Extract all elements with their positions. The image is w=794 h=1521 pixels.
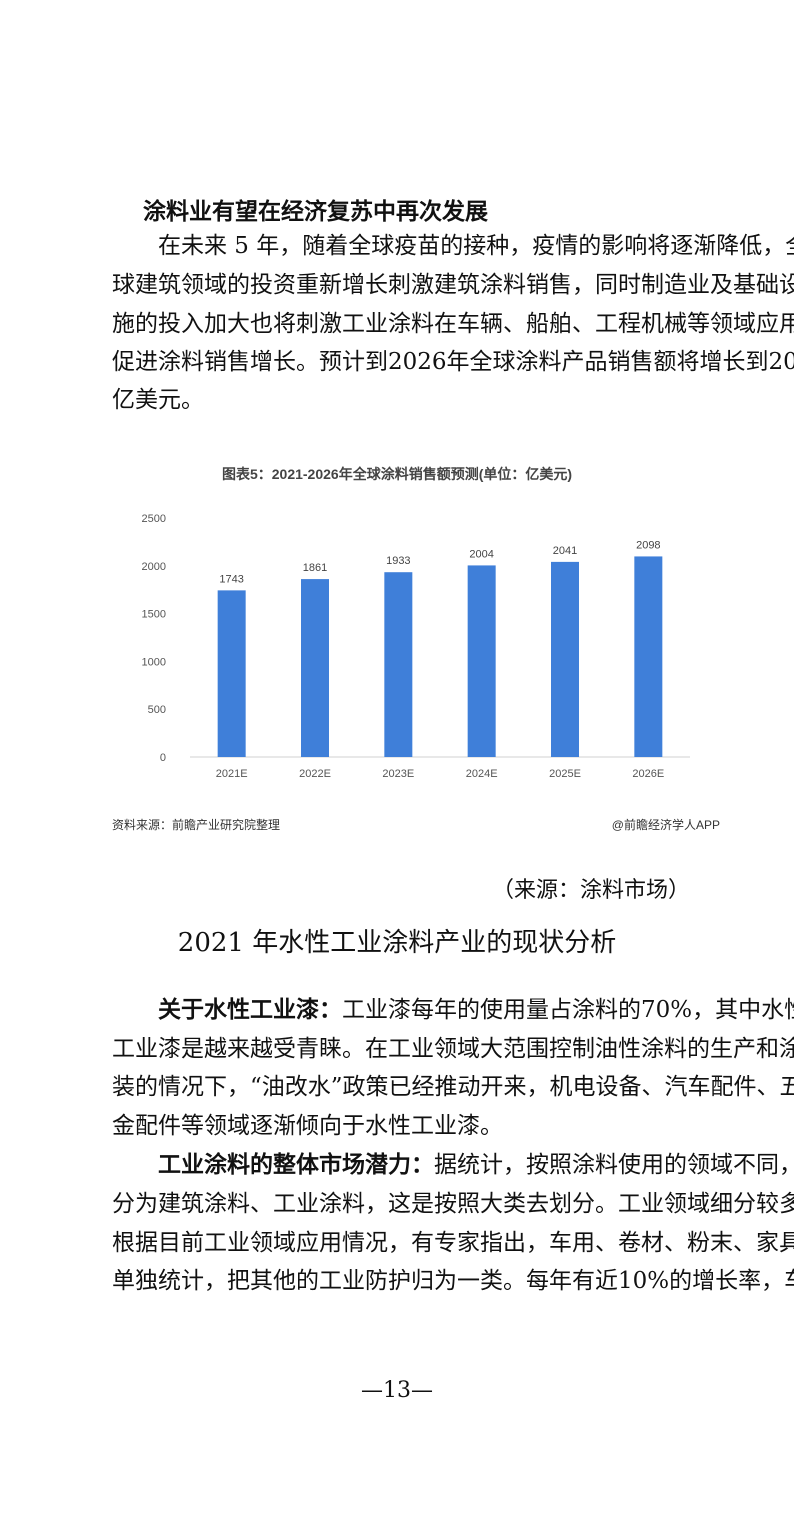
y-tick-label: 2500 [142,513,166,525]
paragraph-line: 关于水性工业漆：工业漆每年的使用量占涂料的70%，其中水性 [112,995,794,1025]
section-title: 2021 年水性工业涂料产业的现状分析 [177,928,617,958]
data-label: 1933 [386,555,410,567]
paragraph-line: 球建筑领域的投资重新增长刺激建筑涂料销售，同时制造业及基础设 [112,272,794,298]
bar [467,565,496,757]
x-tick-label: 2024E [466,768,498,780]
paragraph-line: 施的投入加大也将刺激工业涂料在车辆、船舶、工程机械等领域应用， [112,311,794,337]
x-tick-label: 2021E [216,768,248,780]
x-tick-label: 2025E [549,768,581,780]
paragraph-line: 金配件等领域逐渐倾向于水性工业漆。 [112,1113,503,1139]
paragraph-line: 单独统计，把其他的工业防护归为一类。每年有近10%的增长率，车 [112,1268,794,1294]
paragraph-line: 促进涂料销售增长。预计到2026年全球涂料产品销售额将增长到2098 [112,349,794,375]
page-number: —13— [361,1378,433,1403]
bar [634,556,663,757]
chart-source: 资料来源：前瞻产业研究院整理 [112,818,281,832]
data-label: 1861 [303,562,327,574]
paragraph-line: 在未来 5 年，随着全球疫苗的接种，疫情的影响将逐渐降低，全 [112,233,794,259]
y-tick-label: 0 [160,752,166,764]
bar [301,579,329,757]
paragraph-lead: 关于水性工业漆： [112,997,342,1023]
paragraph-text: 据统计，按照涂料使用的领域不同， [434,1152,794,1178]
section-heading: 涂料业有望在经济复苏中再次发展 [143,199,488,225]
paragraph-line: 工业涂料的整体市场潜力：据统计，按照涂料使用的领域不同， [112,1150,794,1180]
bar [551,561,579,757]
source-note: （来源：涂料市场） [491,878,690,903]
y-tick-label: 1500 [142,609,166,621]
paragraph-text: 工业漆每年的使用量占涂料的70%，其中水性 [342,997,794,1023]
y-tick-label: 1000 [142,656,166,668]
paragraph-line: 根据目前工业领域应用情况，有专家指出，车用、卷材、粉末、家具 [112,1230,794,1256]
bar [384,572,413,757]
data-label: 2041 [553,545,577,557]
x-tick-label: 2026E [632,768,664,780]
paragraph-line: 亿美元。 [112,387,204,413]
y-tick-label: 500 [148,704,166,716]
chart-title: 图表5：2021-2026年全球涂料销售额预测(单位：亿美元) [221,466,573,482]
paragraph-lead: 工业涂料的整体市场潜力： [112,1152,434,1178]
bar-chart: 0 500 1000 1500 2000 2500 1743 2021E 1861 2022E 19… [142,513,690,780]
paragraph-line: 工业漆是越来越受青睐。在工业领域大范围控制油性涂料的生产和涂 [112,1036,794,1062]
data-label: 1743 [219,573,243,585]
data-label: 2098 [636,539,660,551]
chart-credit: @前瞻经济学人APP [611,818,720,832]
y-tick-label: 2000 [142,561,166,573]
data-label: 2004 [469,548,493,560]
paragraph-line: 装的情况下，“油改水”政策已经推动开来，机电设备、汽车配件、五 [112,1074,794,1100]
x-tick-label: 2023E [382,768,414,780]
bar [217,590,246,757]
x-tick-label: 2022E [299,768,331,780]
paragraph-line: 分为建筑涂料、工业涂料，这是按照大类去划分。工业领域细分较多， [112,1191,794,1217]
